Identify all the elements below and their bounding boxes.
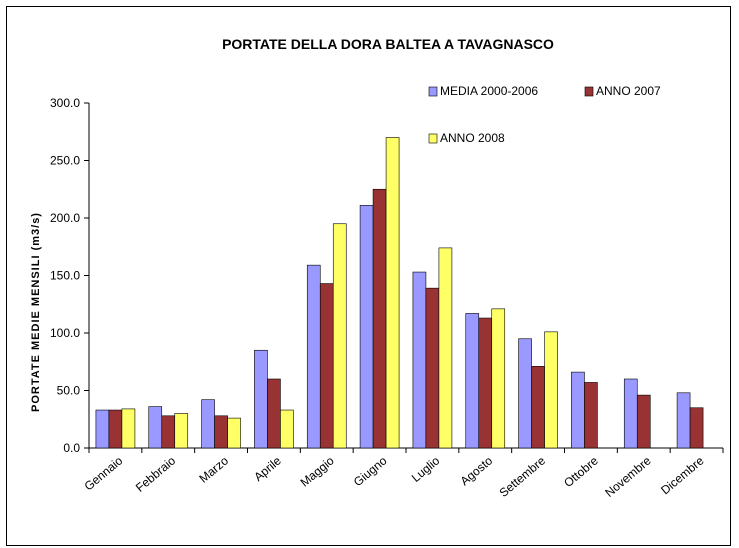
bar-3 — [121, 408, 136, 449]
x-tick-label: Dicembre — [658, 453, 707, 497]
bar-1 — [201, 399, 215, 449]
y-tick-label: 0.0 — [63, 441, 80, 455]
legend-swatch — [584, 86, 594, 97]
legend-swatch — [428, 133, 438, 144]
x-tick-label: Settembre — [497, 453, 549, 500]
x-tick-label: Ottobre — [561, 453, 601, 490]
legend-label: ANNO 2008 — [440, 131, 505, 145]
bar-2 — [319, 283, 334, 449]
chart-frame: PORTATE DELLA DORA BALTEA A TAVAGNASCO P… — [6, 6, 731, 546]
bar-3 — [280, 409, 294, 449]
bar-1 — [148, 406, 163, 449]
bar-2 — [478, 317, 493, 449]
bar-2 — [372, 188, 387, 449]
bar-2 — [425, 287, 440, 449]
x-tick-label: Novembre — [602, 453, 654, 500]
bar-2 — [214, 415, 228, 449]
x-tick-label: Luglio — [409, 453, 443, 485]
legend-label: ANNO 2007 — [596, 84, 661, 98]
legend-swatch — [428, 86, 438, 97]
y-tick-label: 150.0 — [50, 269, 80, 283]
x-tick-label: Aprile — [251, 453, 284, 484]
y-tick-label: 250.0 — [50, 154, 80, 168]
bar-1 — [518, 338, 532, 449]
bar-2 — [161, 415, 176, 449]
y-tick-label: 100.0 — [50, 326, 80, 340]
x-tick-label: Giugno — [351, 453, 390, 489]
bar-2 — [584, 382, 598, 449]
bar-2 — [636, 394, 651, 449]
bar-3 — [544, 331, 558, 449]
x-tick-label: Febbraio — [133, 453, 179, 494]
bar-3 — [385, 137, 400, 449]
chart-title: PORTATE DELLA DORA BALTEA A TAVAGNASCO — [222, 36, 554, 52]
bar-1 — [359, 205, 374, 449]
bar-3 — [332, 223, 347, 449]
bar-1 — [412, 271, 427, 449]
bar-3 — [227, 417, 241, 449]
bar-1 — [623, 378, 638, 449]
x-tick-label: Marzo — [196, 453, 231, 485]
plot-area: 0.0 50.0 100.0 150.0 200.0 250.0 300.0 Gennaio F… — [50, 96, 724, 500]
x-tick-label: Maggio — [298, 453, 337, 489]
y-tick-label: 300.0 — [50, 96, 80, 110]
bar-chart: PORTATE DELLA DORA BALTEA A TAVAGNASCO P… — [30, 36, 724, 500]
x-tick-label: Gennaio — [82, 453, 126, 493]
bar-2 — [108, 409, 123, 449]
bar-1 — [95, 409, 110, 449]
bar-1 — [306, 264, 321, 449]
bar-1 — [571, 371, 585, 449]
y-axis-title: PORTATE MEDIE MENSILI (m3/s) — [30, 212, 42, 412]
bar-1 — [254, 349, 268, 449]
bar-1 — [465, 313, 480, 449]
bar-2 — [689, 407, 704, 449]
bar-2 — [531, 366, 545, 449]
bar-3 — [438, 247, 453, 449]
y-tick-label: 50.0 — [57, 384, 81, 398]
legend: MEDIA 2000-2006 ANNO 2007 ANNO 2008 — [428, 84, 661, 145]
bar-1 — [676, 392, 691, 449]
bar-3 — [174, 413, 189, 449]
legend-label: MEDIA 2000-2006 — [440, 84, 538, 98]
bar-2 — [267, 378, 281, 449]
y-tick-label: 200.0 — [50, 211, 80, 225]
bar-3 — [491, 308, 506, 449]
x-tick-label: Agosto — [458, 453, 496, 488]
